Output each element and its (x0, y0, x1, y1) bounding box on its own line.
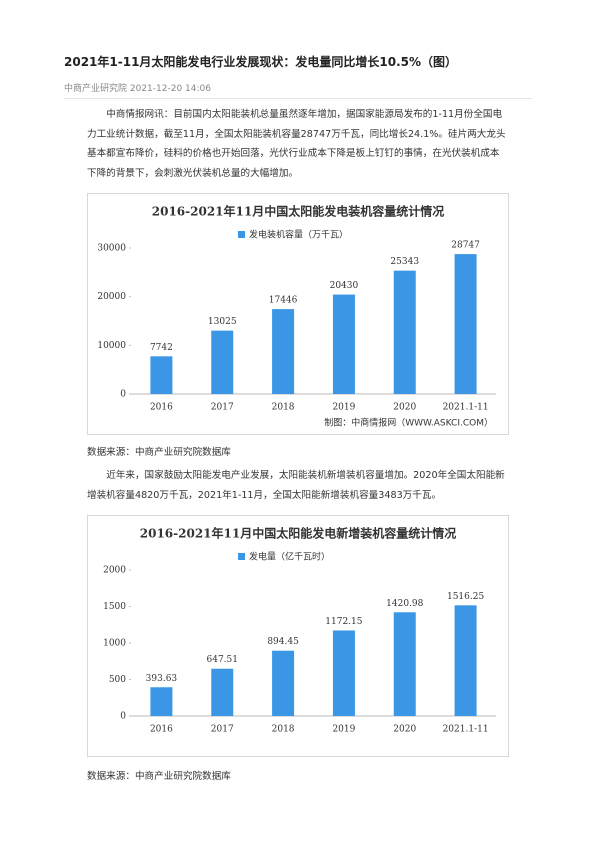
data-label: 17446 (269, 296, 298, 306)
x-tick-label: 2020 (393, 403, 416, 413)
paragraph: 中商情报网讯：目前国内太阳能装机总量虽然逐年增加，据国家能源局发布的1-11月份… (87, 109, 506, 179)
y-tick-label: 0 (120, 712, 126, 722)
data-label: 7742 (150, 343, 173, 353)
x-tick-label: 2019 (332, 725, 355, 735)
paragraph: 近年来，国家鼓励太阳能发电产业发展，太阳能装机新增装机容量增加。2020年全国太… (87, 470, 505, 501)
y-tick-label: 2000 (103, 566, 126, 576)
bar (454, 254, 477, 394)
bar (332, 294, 355, 394)
y-tick-label: 500 (109, 675, 126, 685)
data-label: 25343 (390, 257, 419, 267)
x-tick-label: 2021.1-11 (443, 403, 489, 413)
x-tick-label: 2020 (393, 725, 416, 735)
data-label: 393.63 (146, 674, 178, 684)
legend-swatch (238, 553, 245, 560)
bar (272, 309, 295, 394)
article-meta: 中商产业研究院 2021-12-20 14:06 (64, 84, 211, 94)
data-label: 28747 (451, 241, 480, 251)
bar (393, 612, 416, 716)
chart-credit: 制图：中商情报网（WWW.ASKCI.COM） (324, 417, 493, 429)
data-label: 894.45 (267, 637, 299, 647)
legend-label: 发电装机容量（万千瓦） (249, 229, 348, 241)
x-tick-label: 2021.1-11 (443, 725, 489, 735)
bar (211, 330, 234, 394)
data-label: 1516.25 (447, 592, 484, 602)
data-label: 1420.98 (386, 599, 423, 609)
y-tick-label: 20000 (97, 292, 126, 302)
bar (272, 650, 295, 716)
data-label: 13025 (208, 317, 237, 327)
chart-title: 2016-2021年11月中国太阳能发电装机容量统计情况 (152, 204, 444, 219)
bar (150, 356, 173, 394)
legend-swatch (238, 231, 245, 238)
y-tick-label: 0 (120, 390, 126, 400)
bar (150, 687, 173, 716)
source: 数据来源：中商产业研究院数据库 (87, 771, 231, 782)
source: 数据来源：中商产业研究院数据库 (87, 447, 231, 458)
data-label: 647.51 (207, 655, 239, 665)
divider (64, 98, 532, 99)
x-tick-label: 2017 (211, 403, 234, 413)
data-label: 20430 (330, 281, 359, 291)
x-tick-label: 2016 (150, 725, 173, 735)
x-tick-label: 2016 (150, 403, 173, 413)
x-tick-label: 2017 (211, 725, 234, 735)
bar (454, 605, 477, 716)
x-tick-label: 2018 (272, 403, 295, 413)
y-tick-label: 1000 (103, 639, 126, 649)
bar (211, 668, 234, 716)
bar (332, 630, 355, 716)
x-tick-label: 2019 (332, 403, 355, 413)
y-tick-label: 1500 (103, 602, 126, 612)
bar (393, 270, 416, 394)
legend-label: 发电量（亿千瓦时） (249, 551, 330, 563)
y-tick-label: 10000 (97, 341, 126, 351)
x-tick-label: 2018 (272, 725, 295, 735)
article-title: 2021年1-11月太阳能发电行业发展现状：发电量同比增长10.5%（图） (64, 55, 458, 69)
y-tick-label: 30000 (97, 244, 126, 254)
chart-title: 2016-2021年11月中国太阳能发电新增装机容量统计情况 (140, 526, 456, 541)
data-label: 1172.15 (325, 617, 362, 627)
